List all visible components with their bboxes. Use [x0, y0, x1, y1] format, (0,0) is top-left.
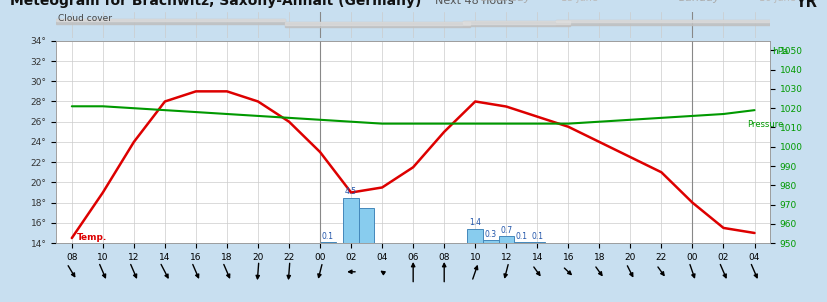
Bar	[284, 22, 470, 25]
Text: hPa: hPa	[771, 47, 787, 56]
Text: 15 June: 15 June	[560, 0, 597, 3]
Bar	[358, 208, 374, 243]
Text: Pressure: Pressure	[746, 120, 782, 129]
Bar	[555, 20, 769, 22]
Text: 16 June: 16 June	[758, 0, 795, 3]
Bar	[343, 198, 358, 243]
Bar	[56, 19, 284, 21]
Bar	[56, 19, 284, 24]
Text: Cloud cover: Cloud cover	[58, 14, 112, 23]
Bar	[467, 229, 482, 243]
Bar	[320, 242, 335, 243]
Bar	[514, 242, 529, 243]
Text: 0.1: 0.1	[531, 232, 543, 241]
Text: YR: YR	[796, 0, 817, 11]
Bar	[529, 242, 544, 243]
Text: Next 48 hours: Next 48 hours	[434, 0, 513, 6]
Text: Sunday: Sunday	[678, 0, 720, 3]
Bar	[555, 20, 769, 25]
Text: 0.3: 0.3	[484, 230, 496, 239]
Text: Meteogram for Brachwitz, Saxony-Anhalt (Germany): Meteogram for Brachwitz, Saxony-Anhalt (…	[10, 0, 421, 8]
Text: 1.4: 1.4	[469, 218, 480, 227]
Text: 4.5: 4.5	[345, 187, 356, 196]
Bar	[462, 21, 570, 24]
Text: 0.1: 0.1	[515, 232, 527, 241]
Text: 0.1: 0.1	[322, 232, 333, 241]
Text: Temp.: Temp.	[76, 233, 107, 242]
Text: Saturday: Saturday	[480, 0, 531, 3]
Bar	[462, 21, 570, 26]
Bar	[482, 240, 498, 243]
Bar	[498, 236, 514, 243]
Bar	[284, 22, 470, 27]
Text: 0.7: 0.7	[500, 226, 512, 235]
